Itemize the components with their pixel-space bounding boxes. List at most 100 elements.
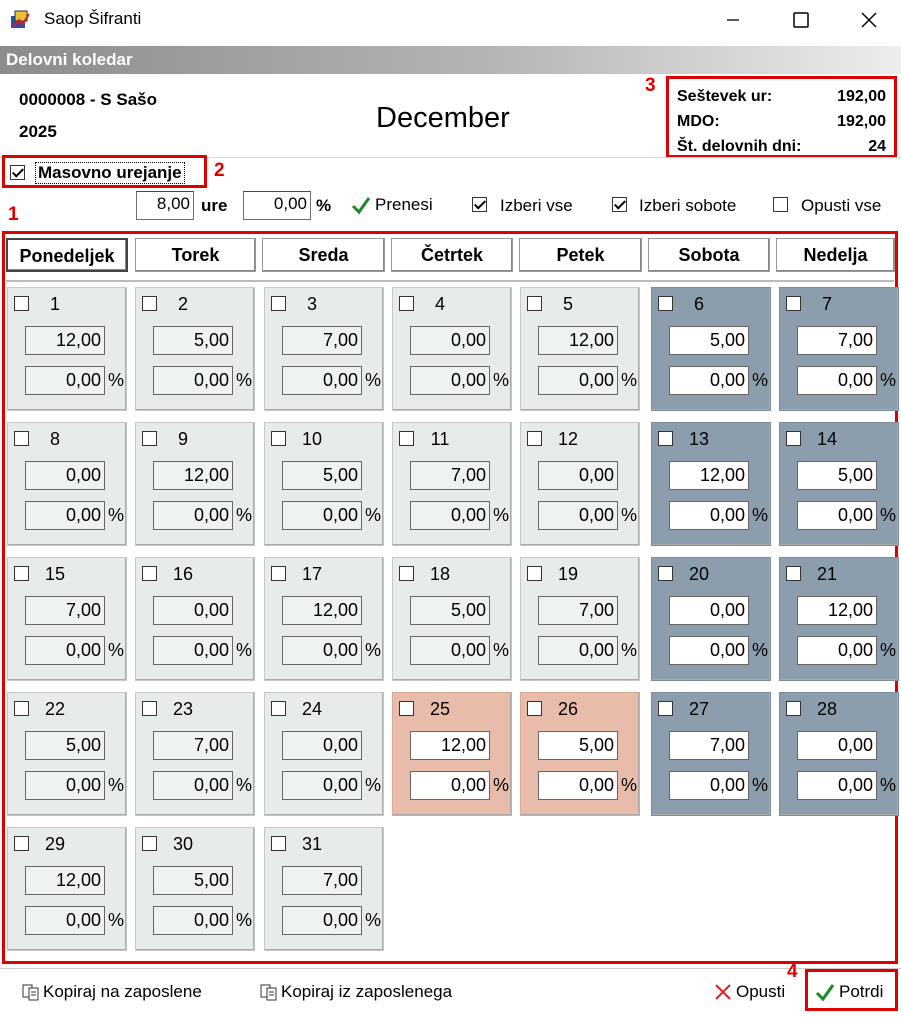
day-hours-input[interactable]: 0,00 [153,596,233,625]
day-percent-input[interactable]: 0,00 [282,501,362,530]
day-hours-input[interactable]: 5,00 [153,866,233,895]
day-percent-input[interactable]: 0,00 [538,501,618,530]
day-percent-input[interactable]: 0,00 [282,636,362,665]
day-checkbox[interactable] [399,566,414,581]
day-percent-input[interactable]: 0,00 [25,636,105,665]
select-saturdays-label[interactable]: Izberi sobote [639,196,737,215]
day-checkbox[interactable] [271,431,286,446]
day-checkbox[interactable] [142,836,157,851]
day-percent-input[interactable]: 0,00 [669,501,749,530]
day-hours-input[interactable]: 7,00 [282,326,362,355]
day-checkbox[interactable] [14,836,29,851]
minimize-icon[interactable] [710,6,756,34]
day-hours-input[interactable]: 12,00 [25,326,105,355]
day-hours-input[interactable]: 5,00 [282,461,362,490]
day-percent-input[interactable]: 0,00 [669,366,749,395]
day-hours-input[interactable]: 0,00 [538,461,618,490]
day-checkbox[interactable] [142,701,157,716]
day-checkbox[interactable] [527,431,542,446]
day-percent-input[interactable]: 0,00 [797,501,877,530]
day-percent-input[interactable]: 0,00 [25,771,105,800]
day-percent-input[interactable]: 0,00 [410,636,490,665]
day-checkbox[interactable] [658,296,673,311]
copy-from-employee-button[interactable]: Kopiraj iz zaposlenega [260,982,452,1002]
day-hours-input[interactable]: 5,00 [410,596,490,625]
select-all-label[interactable]: Izberi vse [500,196,573,215]
day-percent-input[interactable]: 0,00 [538,771,618,800]
day-percent-input[interactable]: 0,00 [410,771,490,800]
day-checkbox[interactable] [658,431,673,446]
day-checkbox[interactable] [527,701,542,716]
day-hours-input[interactable]: 7,00 [538,596,618,625]
maximize-icon[interactable] [778,6,824,34]
day-hours-input[interactable]: 12,00 [282,596,362,625]
day-percent-input[interactable]: 0,00 [282,366,362,395]
confirm-button[interactable]: Potrdi [815,982,883,1002]
close-icon[interactable] [846,6,892,34]
day-hours-input[interactable]: 5,00 [669,326,749,355]
day-percent-input[interactable]: 0,00 [153,366,233,395]
day-percent-input[interactable]: 0,00 [797,366,877,395]
day-checkbox[interactable] [399,431,414,446]
day-hours-input[interactable]: 0,00 [669,596,749,625]
day-percent-input[interactable]: 0,00 [25,366,105,395]
day-percent-input[interactable]: 0,00 [669,636,749,665]
day-checkbox[interactable] [271,701,286,716]
day-percent-input[interactable]: 0,00 [153,906,233,935]
day-hours-input[interactable]: 7,00 [25,596,105,625]
day-percent-input[interactable]: 0,00 [282,771,362,800]
mass-edit-label[interactable]: Masovno urejanje [35,162,185,184]
mass-edit-checkbox[interactable] [10,165,25,180]
day-hours-input[interactable]: 7,00 [153,731,233,760]
day-checkbox[interactable] [658,566,673,581]
day-hours-input[interactable]: 7,00 [410,461,490,490]
day-checkbox[interactable] [271,836,286,851]
day-hours-input[interactable]: 5,00 [25,731,105,760]
day-hours-input[interactable]: 7,00 [282,866,362,895]
day-checkbox[interactable] [399,296,414,311]
cancel-button[interactable]: Opusti [713,982,785,1002]
day-percent-input[interactable]: 0,00 [538,636,618,665]
day-hours-input[interactable]: 5,00 [797,461,877,490]
day-percent-input[interactable]: 0,00 [153,501,233,530]
select-saturdays-checkbox[interactable] [612,197,627,212]
day-hours-input[interactable]: 0,00 [25,461,105,490]
day-hours-input[interactable]: 7,00 [797,326,877,355]
day-hours-input[interactable]: 12,00 [797,596,877,625]
day-hours-input[interactable]: 7,00 [669,731,749,760]
transfer-button[interactable]: Prenesi [351,195,433,215]
day-checkbox[interactable] [142,431,157,446]
day-percent-input[interactable]: 0,00 [669,771,749,800]
mass-percent-input[interactable]: 0,00 [243,191,311,220]
day-hours-input[interactable]: 5,00 [153,326,233,355]
day-checkbox[interactable] [271,296,286,311]
copy-to-employees-button[interactable]: Kopiraj na zaposlene [22,982,202,1002]
day-percent-input[interactable]: 0,00 [25,501,105,530]
day-hours-input[interactable]: 12,00 [153,461,233,490]
day-percent-input[interactable]: 0,00 [797,771,877,800]
day-hours-input[interactable]: 0,00 [410,326,490,355]
day-percent-input[interactable]: 0,00 [25,906,105,935]
day-checkbox[interactable] [527,566,542,581]
day-hours-input[interactable]: 5,00 [538,731,618,760]
day-checkbox[interactable] [14,296,29,311]
deselect-all-label[interactable]: Opusti vse [801,196,882,215]
day-hours-input[interactable]: 12,00 [410,731,490,760]
day-hours-input[interactable]: 12,00 [25,866,105,895]
select-all-checkbox[interactable] [472,197,487,212]
day-checkbox[interactable] [14,566,29,581]
day-checkbox[interactable] [399,701,414,716]
day-hours-input[interactable]: 12,00 [669,461,749,490]
mass-hours-input[interactable]: 8,00 [136,191,194,220]
day-percent-input[interactable]: 0,00 [410,501,490,530]
day-checkbox[interactable] [271,566,286,581]
day-checkbox[interactable] [786,701,801,716]
day-percent-input[interactable]: 0,00 [797,636,877,665]
day-percent-input[interactable]: 0,00 [153,636,233,665]
day-percent-input[interactable]: 0,00 [410,366,490,395]
day-checkbox[interactable] [14,701,29,716]
day-checkbox[interactable] [14,431,29,446]
day-percent-input[interactable]: 0,00 [282,906,362,935]
day-checkbox[interactable] [786,431,801,446]
day-checkbox[interactable] [527,296,542,311]
